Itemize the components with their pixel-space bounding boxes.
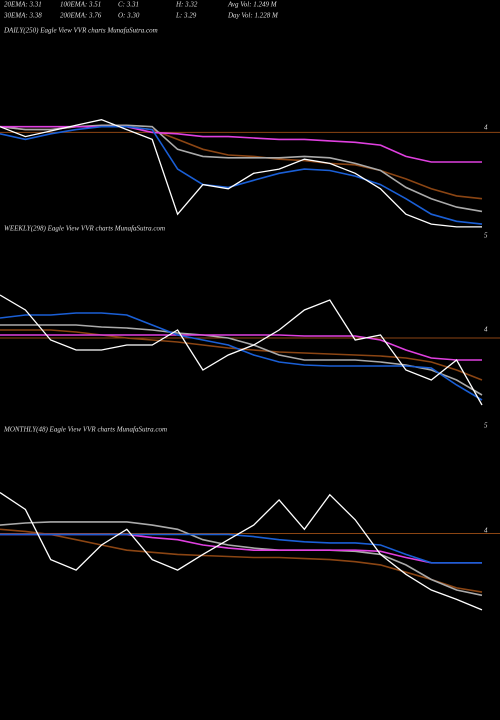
header-stat: 200EMA: 3.76 [60, 12, 102, 20]
right-label: 4 [484, 326, 488, 334]
panel-title: DAILY(250) Eagle View VVR charts MunafaS… [3, 27, 158, 35]
series-line [0, 329, 483, 381]
header-stat: C: 3.31 [118, 1, 139, 9]
right-label: 5 [484, 232, 488, 240]
series-line [0, 125, 482, 163]
header-stat: Day Vol: 1.228 M [227, 12, 279, 20]
right-label: 4 [484, 124, 488, 132]
header-stat: O: 3.30 [118, 12, 140, 20]
series-line [0, 119, 482, 228]
panel-title: MONTHLY(48) Eagle View VVR charts Munafa… [3, 426, 167, 434]
series-line [0, 533, 482, 564]
series-line [0, 294, 483, 406]
header-stat: Avg Vol: 1.249 M [227, 1, 278, 9]
series-line [0, 492, 483, 611]
right-label: 4 [484, 527, 488, 535]
right-label: 5 [484, 422, 488, 430]
series-line [0, 521, 483, 597]
series-line [0, 334, 482, 361]
panel-title: WEEKLY(298) Eagle View VVR charts Munafa… [4, 225, 165, 233]
header-stat: H: 3.32 [175, 1, 198, 9]
header-stat: 20EMA: 3.31 [4, 1, 42, 9]
header-stat: 30EMA: 3.38 [3, 12, 42, 20]
header-stat: L: 3.29 [175, 12, 197, 20]
header-stat: 100EMA: 3.51 [60, 1, 101, 9]
series-line [0, 125, 483, 225]
